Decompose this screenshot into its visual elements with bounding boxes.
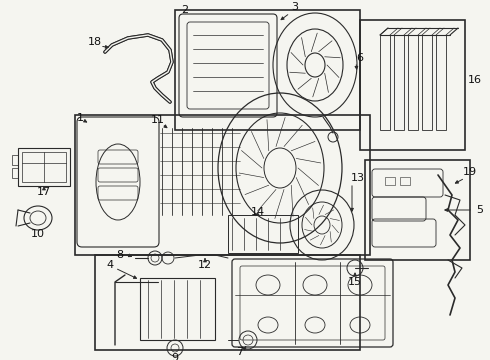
Text: 13: 13 — [351, 173, 365, 183]
Text: 6: 6 — [357, 53, 364, 63]
Bar — [408, 35, 418, 130]
Bar — [394, 35, 404, 130]
Bar — [12, 155, 18, 165]
Bar — [140, 278, 215, 340]
Bar — [365, 160, 470, 260]
Text: 1: 1 — [76, 113, 83, 123]
Text: 18: 18 — [88, 37, 102, 47]
Text: 15: 15 — [348, 277, 362, 287]
Bar — [422, 35, 432, 130]
Bar — [75, 115, 370, 255]
Text: 19: 19 — [463, 167, 477, 177]
Bar — [175, 10, 360, 130]
Text: 5: 5 — [476, 205, 483, 215]
Bar — [12, 168, 18, 178]
Bar — [22, 152, 66, 182]
Text: 3: 3 — [292, 2, 298, 12]
Text: 14: 14 — [251, 207, 265, 217]
Text: 2: 2 — [181, 5, 189, 15]
Text: 10: 10 — [31, 229, 45, 239]
Bar — [385, 177, 395, 185]
Text: 7: 7 — [237, 347, 244, 357]
Text: 17: 17 — [37, 187, 51, 197]
Bar — [436, 35, 446, 130]
Text: 4: 4 — [106, 260, 114, 270]
Bar — [380, 35, 390, 130]
Text: 12: 12 — [198, 260, 212, 270]
Bar — [95, 255, 360, 350]
Bar — [228, 215, 298, 253]
Text: 9: 9 — [172, 353, 178, 360]
Text: 16: 16 — [468, 75, 482, 85]
Bar — [18, 148, 70, 186]
Bar — [360, 20, 465, 150]
Text: 11: 11 — [151, 115, 165, 125]
Bar — [400, 177, 410, 185]
Text: 8: 8 — [117, 250, 123, 260]
